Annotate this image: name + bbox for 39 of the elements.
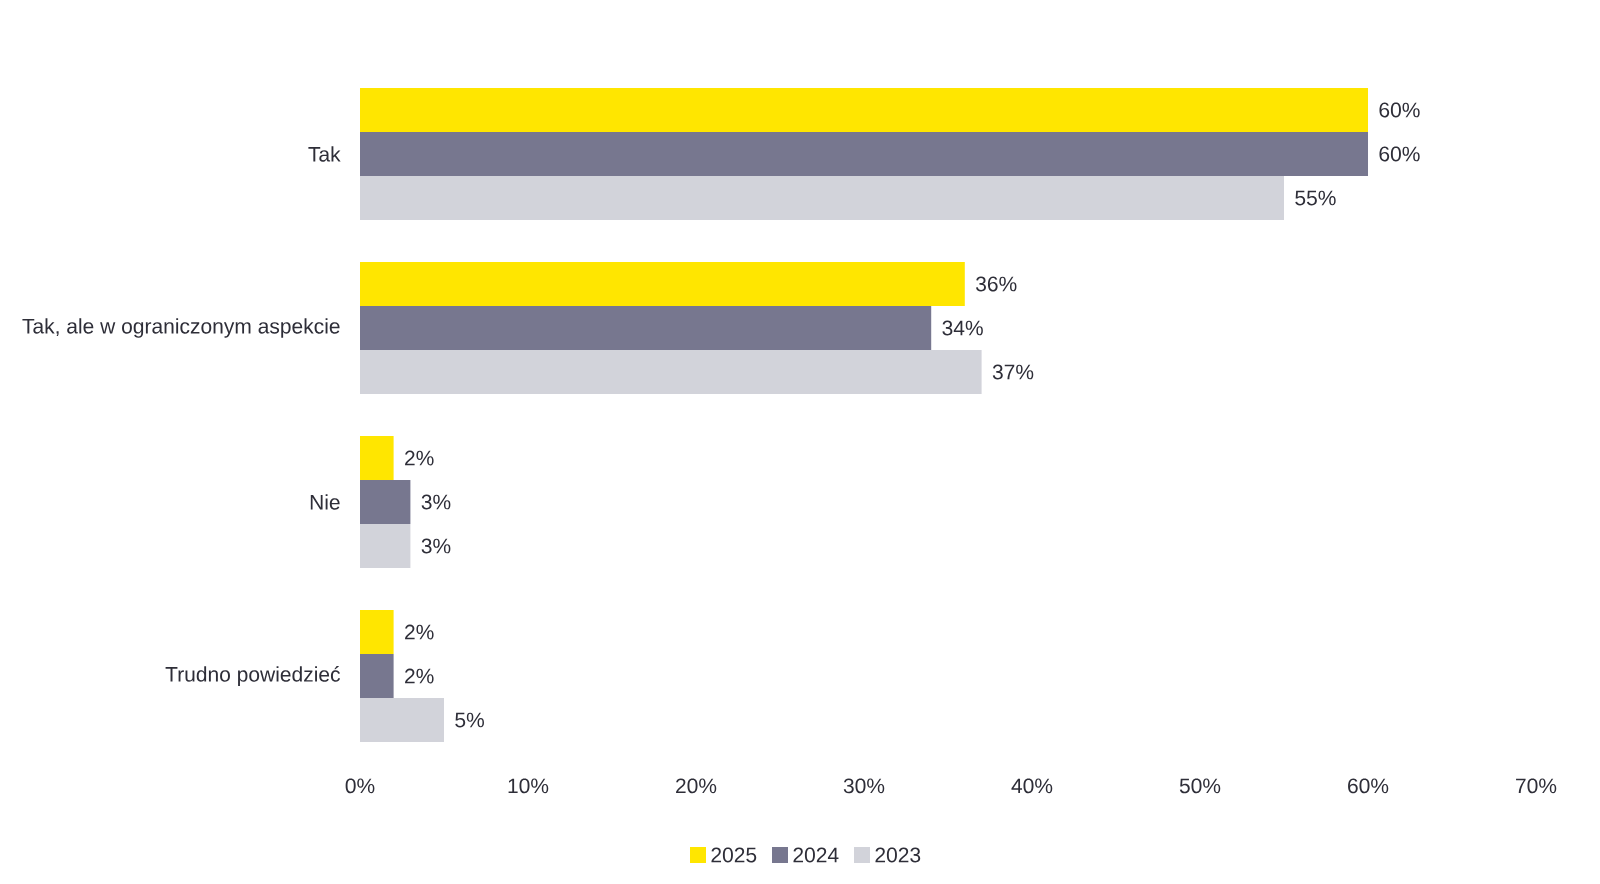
bar <box>360 524 411 568</box>
x-tick-label: 60% <box>1348 778 1389 794</box>
y-tick-label: Trudno powiedzieć <box>165 666 340 686</box>
bar <box>360 654 394 698</box>
data-label: 2% <box>405 450 434 466</box>
legend-label: 2023 <box>875 847 921 863</box>
y-tick-label: Nie <box>310 494 340 510</box>
x-tick-label: 0% <box>345 778 375 794</box>
data-label: 55% <box>1295 190 1336 206</box>
data-label: 5% <box>455 712 484 728</box>
bar <box>360 87 1369 132</box>
data-label: 2% <box>405 624 434 640</box>
x-tick-label: 30% <box>843 778 885 794</box>
x-tick-label: 40% <box>1011 778 1053 794</box>
legend-label: 2024 <box>793 847 839 863</box>
y-tick-label: Tak, ale w ograniczonym aspekcie <box>22 318 340 338</box>
x-tick-label: 20% <box>676 778 717 794</box>
data-label: 36% <box>975 276 1017 292</box>
bar <box>360 349 982 394</box>
data-label: 3% <box>421 494 451 510</box>
bar <box>360 305 932 350</box>
data-label: 60% <box>1379 102 1420 118</box>
bar <box>360 131 1369 176</box>
x-tick-label: 10% <box>508 778 549 794</box>
legend-label: 2025 <box>711 847 757 863</box>
data-label: 37% <box>992 364 1034 380</box>
bar <box>360 479 411 524</box>
bar <box>360 435 394 480</box>
data-label: 2% <box>405 668 434 684</box>
bar <box>360 610 394 654</box>
data-label: 3% <box>421 538 451 554</box>
x-tick-label: 70% <box>1516 778 1557 794</box>
y-tick-label: Tak <box>308 146 341 162</box>
bar <box>360 698 444 742</box>
bar <box>360 175 1285 220</box>
x-tick-label: 50% <box>1179 778 1221 794</box>
data-label: 60% <box>1379 146 1420 162</box>
data-label: 34% <box>942 320 983 336</box>
bar <box>360 261 965 306</box>
